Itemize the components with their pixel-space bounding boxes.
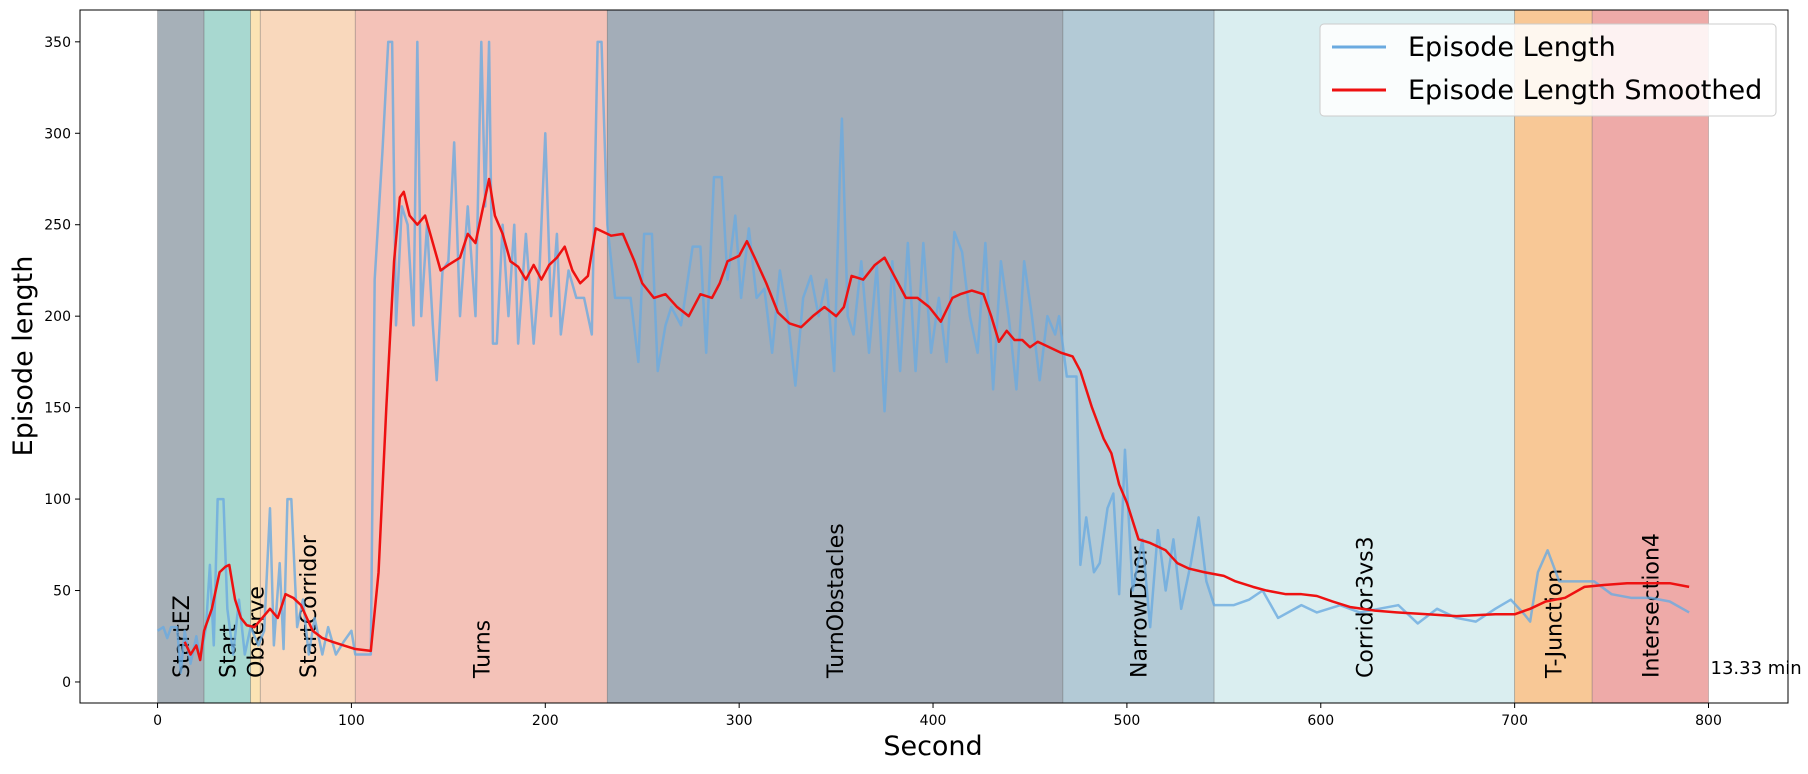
x-tick-label: 400	[920, 713, 947, 729]
band	[1062, 9, 1215, 704]
legend: Episode Length Episode Length Smoothed	[1319, 23, 1777, 117]
band	[1514, 9, 1593, 704]
band	[1213, 9, 1516, 704]
x-tick-label: 700	[1501, 713, 1528, 729]
x-tick-label: 800	[1695, 713, 1722, 729]
plot-frame	[79, 9, 1789, 704]
band-label: Turns	[470, 620, 495, 679]
x-tick-label: 500	[1114, 713, 1141, 729]
y-tick-label: 250	[44, 218, 71, 234]
raw-line	[156, 40, 1690, 675]
x-tick-label: 200	[532, 713, 559, 729]
band	[157, 9, 205, 704]
x-tick-label: 600	[1307, 713, 1334, 729]
y-tick-label: 300	[44, 126, 71, 142]
x-axis-label: Second	[883, 731, 982, 762]
legend-label: Episode Length Smoothed	[1408, 75, 1762, 106]
y-tick-label: 0	[62, 675, 71, 691]
legend-box	[1319, 23, 1777, 117]
x-tick-label: 0	[153, 713, 162, 729]
smoothed-line	[183, 177, 1690, 662]
y-tick-label: 50	[53, 584, 71, 600]
x-tick-label: 300	[726, 713, 753, 729]
band-label: TurnObstacles	[824, 523, 849, 679]
y-tick-label: 150	[44, 401, 71, 417]
band	[1591, 9, 1709, 704]
band-label: Intersection4	[1639, 533, 1664, 678]
legend-label: Episode Length	[1408, 32, 1616, 63]
annotation: 13.33 min	[1711, 658, 1802, 679]
x-tick-label: 100	[338, 713, 365, 729]
y-tick-label: 100	[44, 492, 71, 508]
band	[354, 9, 608, 704]
band-label: Start	[216, 624, 241, 678]
y-tick-label: 350	[44, 35, 71, 51]
y-axis-label: Episode length	[8, 256, 39, 457]
band-label: T-Junction	[1542, 569, 1567, 679]
y-tick-label: 200	[44, 309, 71, 325]
